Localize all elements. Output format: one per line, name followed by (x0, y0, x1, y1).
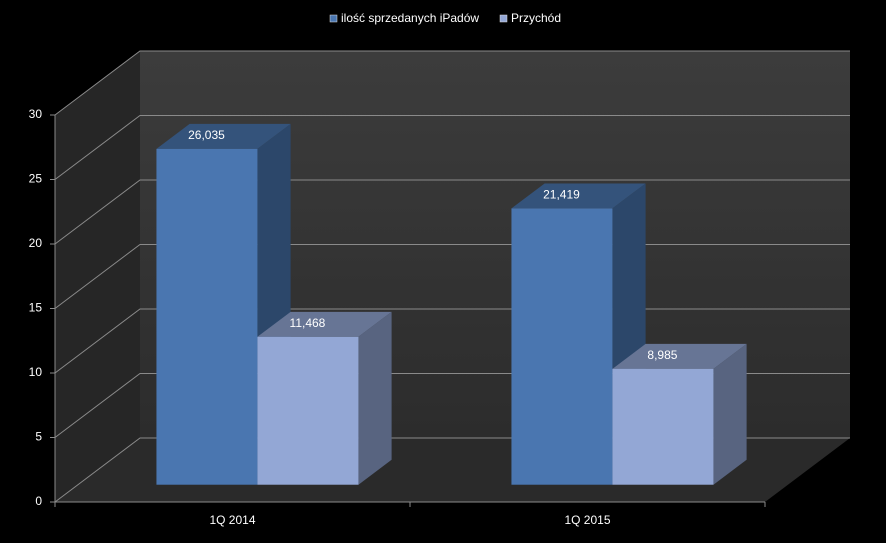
y-tick-label: 30 (29, 107, 43, 121)
bar (257, 336, 359, 485)
y-tick-label: 25 (29, 172, 43, 186)
bar (156, 148, 258, 485)
value-label: 11,468 (290, 316, 326, 330)
grid-line (54, 179, 850, 245)
legend-label: ilość sprzedanych iPadów (341, 11, 479, 25)
y-tick-label: 5 (35, 430, 42, 444)
bar (511, 208, 613, 485)
bar-top (511, 183, 646, 209)
bar-top (612, 343, 747, 369)
grid-line (54, 115, 850, 180)
x-tick-label: 1Q 2014 (209, 513, 255, 527)
value-label: 8,985 (647, 348, 677, 362)
bar-side (713, 343, 747, 485)
legend-swatch (499, 14, 508, 23)
bar-side (358, 311, 392, 485)
y-tick-label: 20 (29, 236, 43, 250)
y-tick-label: 0 (35, 494, 42, 508)
legend-swatch (329, 14, 338, 23)
grid-line (54, 50, 850, 116)
y-tick-label: 15 (29, 301, 43, 315)
value-label: 26,035 (188, 128, 225, 142)
bar (612, 368, 714, 485)
bar-top (156, 123, 291, 149)
bar-top (257, 311, 392, 337)
legend-label: Przychód (511, 11, 561, 25)
value-label: 21,419 (543, 188, 580, 202)
x-tick-label: 1Q 2015 (564, 513, 610, 527)
y-tick-label: 10 (29, 365, 43, 379)
